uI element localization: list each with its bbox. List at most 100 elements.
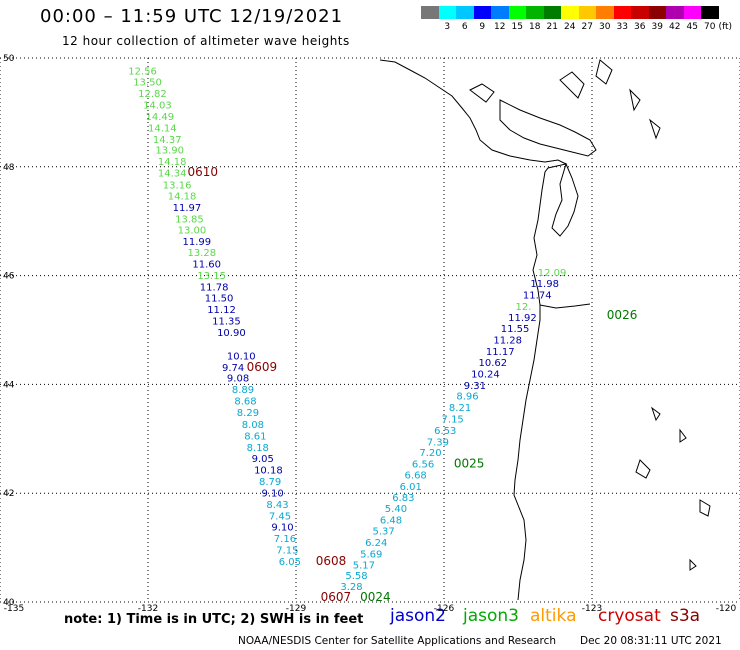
swh-value-label: 11.74 — [523, 290, 552, 301]
swh-value-label: 13.28 — [187, 248, 216, 259]
swh-value-label: 6.53 — [434, 426, 456, 437]
swh-value-label: 6.24 — [365, 538, 387, 549]
swh-value-label: 8.96 — [456, 392, 478, 403]
legend-label: 18 — [529, 22, 541, 32]
swh-value-label: 12.56 — [128, 66, 157, 77]
legend-label: 21 — [546, 22, 558, 32]
swh-value-label: 9.10 — [261, 488, 283, 499]
legend-label: 36 — [634, 22, 646, 32]
swh-value-label: 11.97 — [173, 203, 202, 214]
lat-tick-label: 46 — [3, 272, 15, 282]
swh-value-label: 11.35 — [212, 317, 241, 328]
swh-value-label: 7.20 — [419, 448, 441, 459]
swh-value-label: 13.90 — [155, 146, 184, 157]
swh-value-label: 11.92 — [508, 313, 537, 324]
swh-value-label: 10.62 — [479, 358, 508, 369]
swh-value-label: 6.56 — [412, 460, 434, 471]
swh-value-label: 8.68 — [234, 397, 256, 408]
satellite-name: s3a — [670, 606, 701, 626]
satellite-name: jason2 — [390, 606, 446, 626]
swh-value-label: 8.79 — [259, 477, 281, 488]
pass-number-label: 0024 — [360, 590, 391, 604]
lat-tick-label: 40 — [3, 598, 15, 608]
swh-value-label: 7.15 — [442, 414, 464, 425]
swh-value-label: 8.61 — [244, 431, 266, 442]
color-legend — [421, 6, 719, 19]
legend-swatch — [456, 6, 474, 19]
lat-tick-label: 44 — [3, 380, 15, 390]
legend-swatch — [473, 6, 491, 19]
swh-value-label: 8.08 — [242, 420, 264, 431]
swh-value-label: 5.17 — [353, 560, 375, 571]
legend-swatch — [596, 6, 614, 19]
legend-label: 70 — [704, 22, 716, 32]
swh-value-label: 6.48 — [380, 516, 402, 527]
generation-timestamp: Dec 20 08:31:11 UTC 2021 — [580, 635, 722, 647]
swh-value-label: 11.17 — [486, 347, 515, 358]
lon-tick-label: -126 — [434, 604, 455, 614]
swh-value-label: 13.00 — [178, 226, 207, 237]
pass-number-label: 0025 — [454, 457, 485, 471]
swh-value-label: 11.55 — [501, 324, 530, 335]
legend-swatch — [613, 6, 631, 19]
swh-value-label: 5.37 — [372, 527, 394, 538]
swh-value-label: 3.28 — [340, 582, 362, 593]
legend-label: 45 — [686, 22, 698, 32]
satellite-name: altika — [530, 606, 577, 626]
swh-value-label: 7.39 — [427, 437, 449, 448]
pass-number-label: 0608 — [316, 554, 347, 568]
pass-number-label: 0607 — [321, 590, 352, 604]
legend-swatch — [508, 6, 526, 19]
puget-sound — [551, 162, 579, 237]
swh-value-label: 14.18 — [168, 191, 197, 202]
legend-label: 12 — [494, 22, 506, 32]
swh-value-label: 10.10 — [227, 351, 256, 362]
swh-value-label: 5.40 — [385, 504, 407, 515]
lon-tick-label: -123 — [582, 604, 602, 614]
swh-value-label: 8.29 — [237, 408, 259, 419]
grid-lines — [0, 57, 740, 603]
swh-value-label: 7.15 — [276, 546, 298, 557]
legend-label: 30 — [599, 22, 611, 32]
satellite-name: cryosat — [598, 606, 661, 626]
swh-value-label: 14.18 — [158, 157, 187, 168]
swh-value-label: 6.01 — [400, 482, 422, 493]
swh-value-label: 14.34 — [158, 169, 187, 180]
swh-value-label: 11.78 — [200, 282, 229, 293]
swh-value-label: 10.90 — [217, 328, 246, 339]
swh-value-label: 6.83 — [392, 493, 414, 504]
swh-value-label: 10.18 — [254, 466, 283, 477]
legend-swatch — [438, 6, 456, 19]
swh-value-label: 14.37 — [153, 135, 182, 146]
legend-swatch — [491, 6, 509, 19]
legend-swatch — [526, 6, 544, 19]
swh-value-label: 12.09 — [538, 268, 567, 279]
legend-label: 27 — [581, 22, 593, 32]
swh-value-label: 8.18 — [247, 443, 269, 454]
lon-tick-label: -132 — [138, 604, 158, 614]
swh-value-label: 5.58 — [345, 571, 367, 582]
legend-swatch — [666, 6, 684, 19]
swh-value-label: 14.49 — [146, 112, 175, 123]
legend-label: 9 — [479, 22, 486, 32]
axis-labels: -135 -132 -129 -126 -123 -120 50 48 46 44 42 40 — [3, 54, 736, 614]
legend-label: 6 — [461, 22, 468, 32]
swh-value-label: 6.68 — [405, 471, 427, 482]
swh-value-label: 8.21 — [449, 403, 471, 414]
legend-swatch — [561, 6, 579, 19]
legend-swatch — [683, 6, 701, 19]
lon-tick-label: -120 — [716, 604, 737, 614]
swh-value-label: 11.28 — [493, 336, 522, 347]
legend-swatch — [578, 6, 596, 19]
swh-value-label: 9.74 — [222, 363, 244, 374]
legend-label: 42 — [669, 22, 681, 32]
legend-unit: (ft) — [718, 22, 733, 32]
swh-value-label: 13.85 — [175, 214, 204, 225]
satellite-name: jason3 — [463, 606, 519, 626]
swh-value-label: 6.05 — [279, 557, 301, 568]
lat-tick-label: 48 — [3, 163, 15, 173]
map-subtitle: 12 hour collection of altimeter wave hei… — [62, 34, 350, 48]
swh-value-label: 8.43 — [266, 500, 288, 511]
lon-tick-label: -129 — [286, 604, 307, 614]
